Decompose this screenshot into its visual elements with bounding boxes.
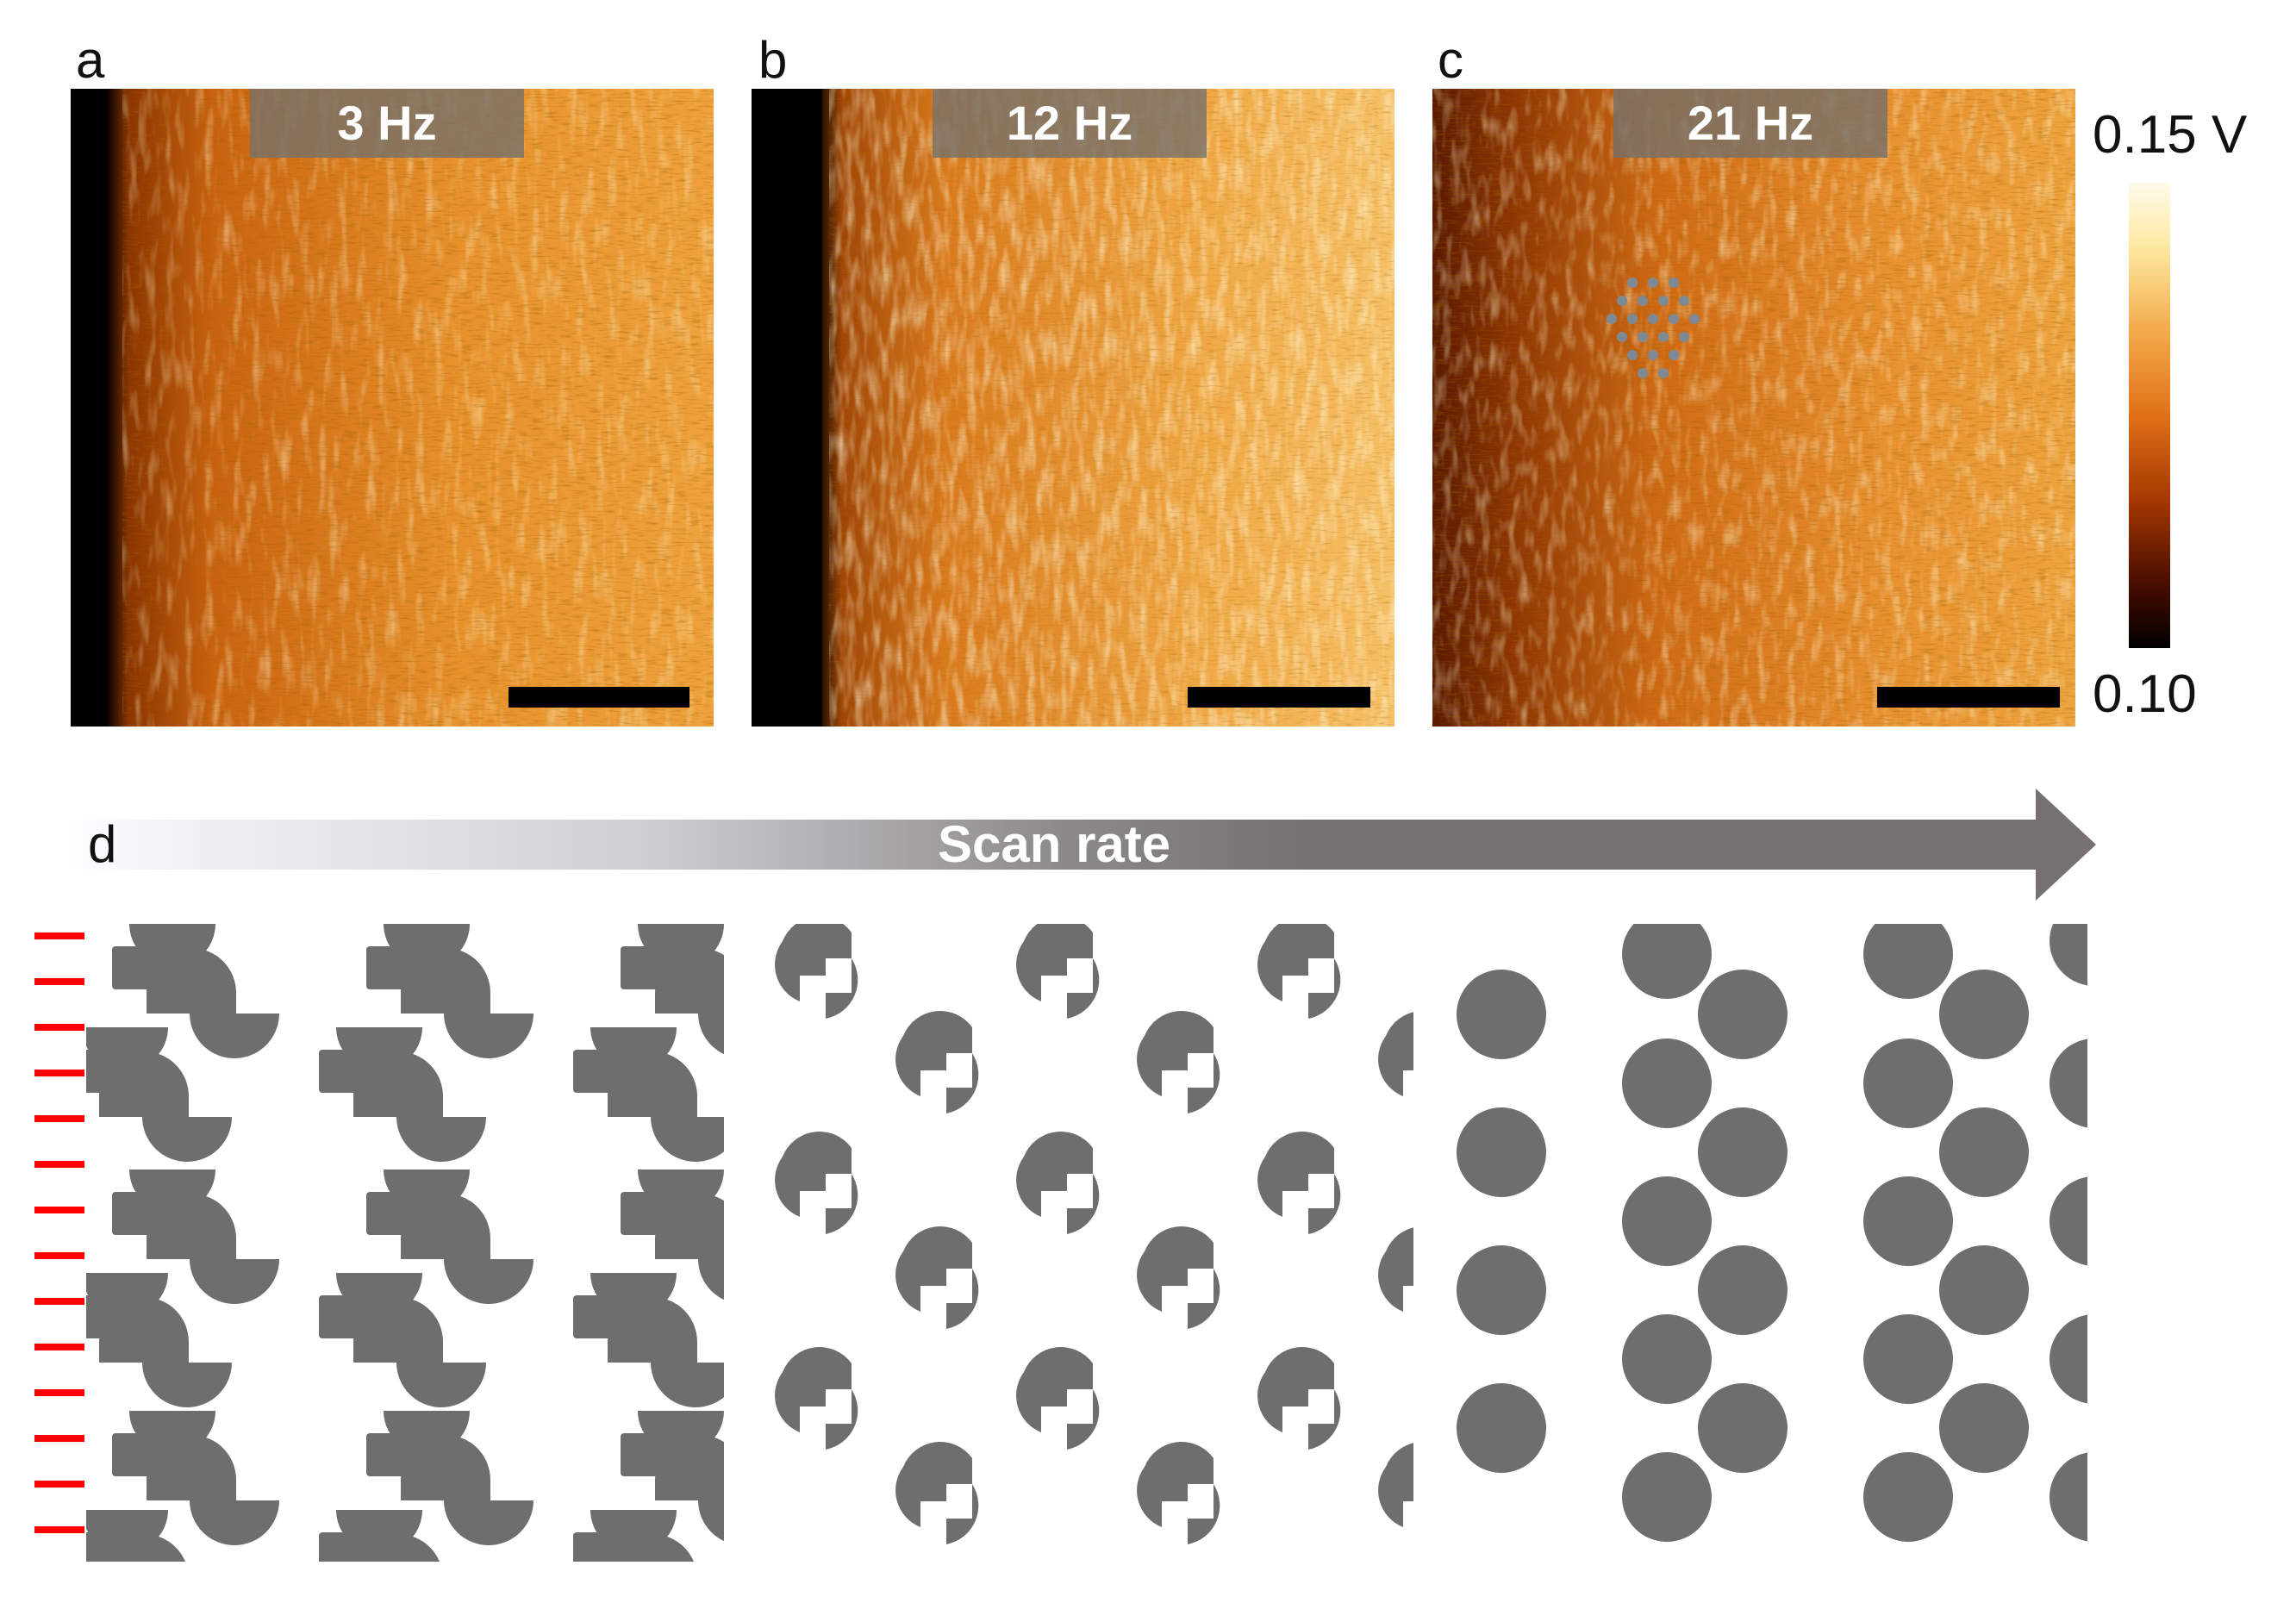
- scan-rate-label: Scan rate: [938, 815, 1171, 873]
- afm-map-a: [71, 89, 714, 727]
- scale-bar-c: [1877, 687, 2060, 708]
- schematic-slow-scan: [86, 924, 724, 1562]
- afm-map-c: [1432, 89, 2075, 727]
- scan-line-markers: [34, 922, 86, 1551]
- freq-label-a: 3 Hz: [250, 89, 524, 158]
- schematic-medium-scan: [765, 924, 1413, 1562]
- schematic-fast-scan: [1439, 924, 2087, 1562]
- afm-map-b: [752, 89, 1394, 727]
- colorbar: [2129, 183, 2170, 648]
- freq-label-b: 12 Hz: [933, 89, 1207, 158]
- panel-label-b: b: [758, 31, 788, 89]
- scale-bar-b: [1188, 687, 1370, 708]
- freq-label-c: 21 Hz: [1613, 89, 1887, 158]
- scale-bar-a: [508, 687, 689, 708]
- panel-label-c: c: [1438, 31, 1463, 89]
- panel-label-d: d: [88, 815, 117, 873]
- panel-label-a: a: [76, 31, 105, 89]
- colorbar-min-label: 0.10: [2093, 664, 2197, 724]
- scan-rate-arrow: [19, 789, 2096, 901]
- colorbar-max-label: 0.15 V: [2093, 105, 2248, 165]
